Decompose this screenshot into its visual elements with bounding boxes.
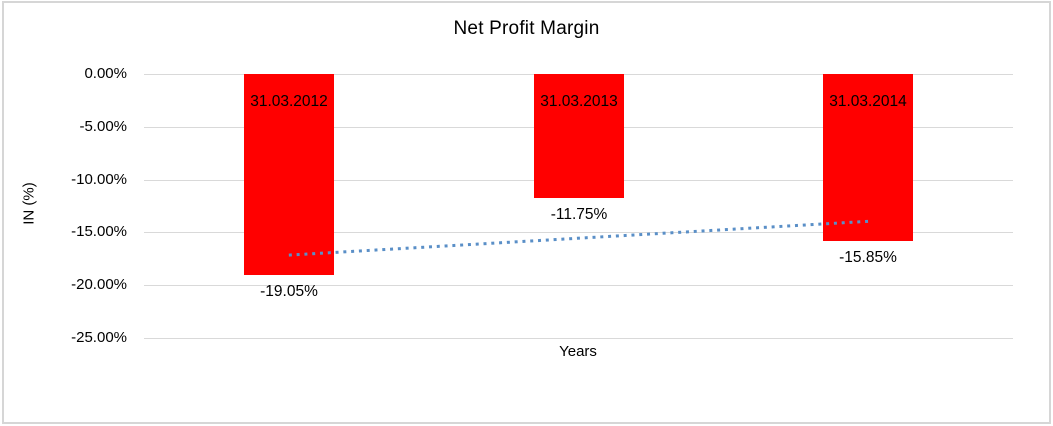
category-label: 31.03.2012 bbox=[250, 93, 328, 110]
linear-trendline bbox=[288, 219, 869, 257]
gridline bbox=[144, 232, 1013, 233]
y-tick-label: -20.00% bbox=[71, 276, 127, 293]
y-tick-label: -10.00% bbox=[71, 171, 127, 188]
gridline bbox=[144, 285, 1013, 286]
bar-31.03.2012 bbox=[244, 74, 334, 275]
gridline bbox=[144, 338, 1013, 339]
chart-title: Net Profit Margin bbox=[453, 18, 600, 39]
y-tick-label: -25.00% bbox=[71, 329, 127, 346]
bar-31.03.2013 bbox=[534, 74, 624, 198]
value-label: -11.75% bbox=[550, 206, 608, 223]
category-label: 31.03.2013 bbox=[540, 93, 618, 110]
x-axis-title: Years bbox=[559, 343, 597, 360]
value-label: -15.85% bbox=[839, 249, 897, 266]
bar-31.03.2014 bbox=[823, 74, 913, 241]
value-label: -19.05% bbox=[260, 283, 318, 300]
y-tick-label: 0.00% bbox=[84, 65, 127, 82]
category-label: 31.03.2014 bbox=[829, 93, 907, 110]
y-tick-label: -5.00% bbox=[79, 118, 127, 135]
y-tick-label: -15.00% bbox=[71, 223, 127, 240]
